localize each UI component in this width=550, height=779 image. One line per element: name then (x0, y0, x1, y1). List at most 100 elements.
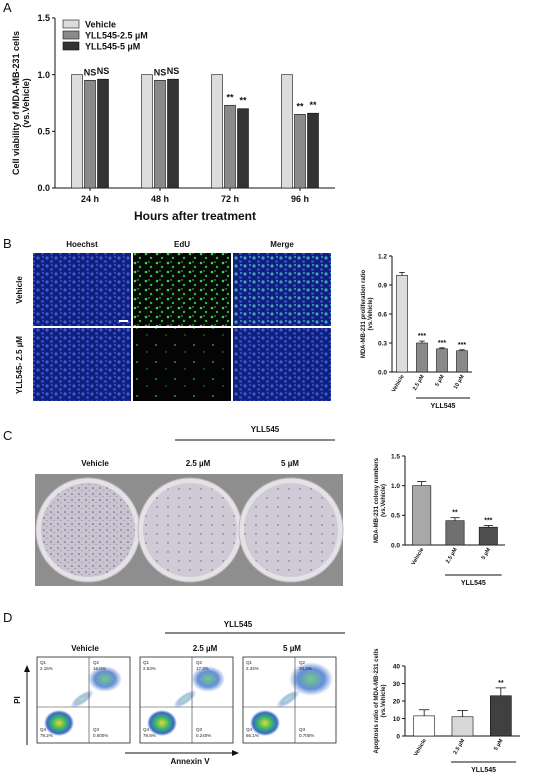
x-tick-label: 5 µM (481, 547, 493, 561)
quadrant-name: Q2 (93, 660, 100, 665)
quadrant-value: 17.3% (196, 666, 209, 671)
x-tick-label: Vehicle (411, 547, 426, 566)
bar (167, 78, 179, 189)
cell-population (88, 666, 122, 692)
quadrant-value: 0.000% (93, 733, 108, 738)
bar (412, 485, 432, 546)
column-header: Vehicle (81, 459, 109, 468)
quadrant-name: Q1 (246, 660, 253, 665)
error-bar (483, 525, 493, 528)
panel-label: C (3, 428, 12, 443)
error-bar (418, 709, 430, 716)
significance-label: *** (438, 340, 446, 347)
y-tick-label: 0.3 (378, 340, 387, 347)
y-tick-label: 1.5 (37, 13, 50, 23)
axis-label: Annexin V (170, 757, 210, 766)
group-label: YLL545 (471, 767, 496, 774)
group-label: YLL545 (431, 403, 456, 410)
column-header: 2.5 µM (186, 459, 211, 468)
significance-label: ** (452, 510, 458, 517)
column-header: Vehicle (71, 644, 99, 653)
quadrant-name: Q2 (299, 660, 306, 665)
bar (281, 74, 293, 189)
x-axis-label: Hours after treatment (134, 209, 256, 223)
quadrant-name: Q4 (40, 727, 47, 732)
cell-population (147, 710, 177, 736)
panel-label: D (3, 610, 12, 625)
y-tick-label: 0.5 (391, 513, 400, 520)
error-bar (399, 272, 405, 276)
error-bar (417, 481, 427, 486)
y-axis-label: Cell viability of MDA-MB-231 cells (11, 31, 21, 175)
y-tick-label: 0.0 (37, 183, 50, 193)
column-header: Hoechst (66, 240, 98, 249)
bar (97, 78, 109, 189)
legend-label: YLL545-5 µM (85, 42, 140, 52)
significance-label: NS (97, 66, 110, 76)
bar (478, 526, 498, 546)
axis-label: PI (13, 696, 22, 704)
x-tick-label: 2.5 µM (445, 547, 459, 565)
cell-population (173, 689, 197, 709)
y-tick-label: 1.5 (391, 453, 400, 460)
micrograph (33, 328, 131, 401)
significance-label: ** (296, 101, 304, 111)
y-tick-label: 40 (393, 663, 401, 670)
quadrant-value: 0.240% (196, 733, 211, 738)
bar (489, 695, 512, 737)
micrograph (133, 253, 231, 326)
column-header: 2.5 µM (193, 644, 218, 653)
quadrant-name: Q3 (196, 727, 203, 732)
quadrant-name: Q1 (40, 660, 47, 665)
significance-label: NS (154, 67, 167, 77)
x-tick-label: 72 h (221, 194, 239, 204)
quadrant-name: Q3 (299, 727, 306, 732)
quadrant-value: 79.8% (143, 733, 156, 738)
significance-label: NS (84, 67, 97, 77)
column-header: 5 µM (283, 644, 301, 653)
panel-label: A (3, 0, 12, 15)
quadrant-value: 0.700% (299, 733, 314, 738)
bar (224, 104, 236, 189)
micrograph (233, 253, 331, 326)
quadrant-value: 2.34% (246, 666, 259, 671)
x-tick-label: Vehicle (391, 374, 406, 393)
micrograph (233, 328, 331, 401)
bar (456, 350, 468, 373)
quadrant-name: Q1 (143, 660, 150, 665)
y-tick-label: 0.0 (391, 542, 400, 549)
error-bar (459, 349, 465, 351)
legend-swatch (62, 19, 80, 29)
dish (238, 477, 344, 583)
group-header: YLL545 (224, 620, 253, 629)
x-tick-label: Vehicle (413, 738, 428, 757)
y-tick-label: 1.2 (378, 253, 387, 260)
y-tick-label: 1.0 (391, 483, 400, 490)
quadrant-name: Q3 (93, 727, 100, 732)
bar (141, 74, 153, 189)
x-tick-label: 24 h (81, 194, 99, 204)
y-tick-label: 0 (396, 733, 400, 740)
bar (294, 114, 306, 189)
quadrant-value: 2.63% (143, 666, 156, 671)
y-tick-label: 1.0 (37, 70, 50, 80)
error-bar (439, 347, 445, 349)
x-tick-label: 5 µM (434, 374, 446, 388)
bar (445, 520, 465, 546)
arrow-head (24, 665, 30, 672)
bar (84, 80, 96, 189)
bar (211, 74, 223, 189)
y-axis-label: (vs.Vehicle) (368, 297, 374, 330)
quadrant-value: 30.2% (299, 666, 312, 671)
y-axis-label: Apoptosis ratio of MDA-MB-231 cells (374, 648, 380, 754)
row-header: YLL545- 2.5 µM (15, 336, 24, 394)
bar (71, 74, 83, 189)
quadrant-value: 66.1% (246, 733, 259, 738)
bar (436, 348, 448, 373)
cell-population (288, 662, 334, 696)
cell-population (44, 710, 74, 736)
significance-label: ** (309, 100, 317, 110)
bar (237, 108, 249, 189)
cell-population (70, 689, 94, 709)
x-tick-label: 5 µM (493, 738, 505, 752)
